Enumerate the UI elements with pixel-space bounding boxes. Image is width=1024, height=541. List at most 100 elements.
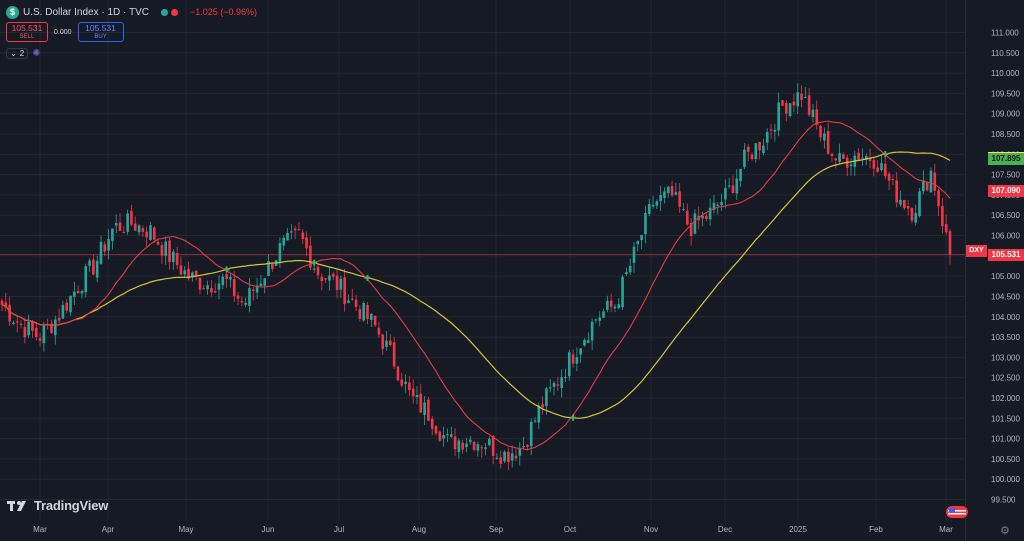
candle-body: [887, 173, 891, 181]
x-tick-label: Jul: [334, 525, 344, 534]
status-dots: [160, 8, 178, 16]
candle-body: [194, 270, 198, 277]
indicator-settings-icon[interactable]: ✺: [32, 48, 41, 59]
candle-body: [560, 377, 563, 389]
candle-body: [571, 354, 575, 364]
candle-body: [724, 188, 727, 200]
candle-body: [347, 300, 350, 303]
candle-body: [354, 299, 358, 307]
candle-body: [335, 275, 339, 290]
candle-body: [164, 241, 168, 256]
candle-body: [529, 421, 533, 447]
x-tick-label: Feb: [869, 525, 883, 534]
candle-body: [57, 317, 61, 321]
candle-body: [503, 451, 506, 462]
price-tag: 105.531: [988, 248, 1024, 261]
candle-body: [796, 92, 800, 107]
candle-body: [693, 213, 697, 234]
candle-body: [743, 149, 746, 168]
candle-body: [899, 199, 902, 205]
candle-body: [12, 322, 15, 325]
candle-body: [731, 185, 735, 194]
candle-body: [316, 266, 320, 276]
candle-body: [179, 265, 183, 275]
symbol-header[interactable]: $ U.S. Dollar Index · 1D · TVC −1.025 (−…: [6, 5, 257, 19]
candle-body: [183, 270, 187, 275]
candle-body: [137, 225, 141, 233]
candle-body: [468, 439, 472, 442]
candle-body: [880, 163, 883, 171]
candle-body: [807, 95, 811, 115]
indicators-collapse-button[interactable]: ⌄ 2: [6, 48, 29, 59]
candle-body: [564, 376, 567, 378]
y-tick-label: 110.500: [991, 49, 1020, 58]
market-open-dot-icon: [160, 8, 168, 16]
candle-body: [575, 357, 579, 364]
y-tick-label: 109.500: [991, 89, 1020, 98]
candle-body: [331, 273, 335, 277]
candle-body: [160, 245, 164, 256]
candle-body: [92, 259, 95, 275]
x-tick-label: Mar: [939, 525, 953, 534]
candle-body: [328, 275, 331, 281]
candle-body: [457, 440, 461, 453]
crossover-marker: [882, 151, 889, 158]
candle-body: [210, 288, 213, 293]
candle-body: [644, 212, 647, 235]
candle-body: [404, 381, 407, 384]
candle-body: [54, 319, 57, 336]
candle-body: [236, 295, 240, 299]
candle-body: [23, 327, 27, 338]
candle-body: [114, 222, 118, 226]
x-tick-label: Jun: [262, 525, 275, 534]
candle-body: [248, 288, 251, 306]
candle-body: [804, 96, 807, 98]
y-axis-ticks: 111.000 110.500 110.000 109.500 109.000 108.5…: [991, 29, 1020, 505]
candle-body: [537, 405, 541, 423]
candle-body: [689, 223, 693, 237]
symbol-title[interactable]: U.S. Dollar Index · 1D · TVC: [23, 6, 149, 18]
candle-body: [225, 274, 228, 279]
us-flag-icon[interactable]: [946, 506, 968, 518]
x-tick-label: Sep: [489, 525, 504, 534]
candle-body: [297, 229, 301, 231]
candle-body: [271, 264, 274, 269]
candle-body: [213, 291, 217, 293]
candle-body: [659, 195, 662, 202]
price-axis-separator: [965, 0, 966, 541]
candle-body: [895, 180, 898, 203]
candle-body: [587, 340, 590, 343]
indicators-toggle[interactable]: ⌄ 2 ✺: [6, 48, 41, 59]
y-tick-label: 106.000: [991, 232, 1020, 241]
candle-body: [868, 157, 872, 161]
brand-name: TradingView: [34, 498, 109, 513]
candle-body: [38, 338, 42, 341]
candle-body: [701, 215, 704, 219]
candle-body: [522, 446, 525, 448]
candle-body: [514, 455, 518, 459]
candle-body: [784, 103, 788, 114]
candle-body: [400, 379, 404, 386]
sell-price: 105.531: [11, 23, 43, 33]
slow-moving-average: [1, 151, 951, 419]
candle-body: [925, 182, 929, 191]
candle-body: [446, 434, 449, 436]
candle-body: [567, 352, 571, 377]
candle-body: [408, 382, 411, 391]
candle-body: [88, 260, 91, 266]
candle-body: [366, 304, 369, 320]
candle-body: [251, 289, 255, 291]
candle-body: [849, 164, 853, 167]
y-tick-label: 105.000: [991, 272, 1020, 281]
candle-body: [453, 436, 457, 450]
candle-body: [826, 131, 830, 154]
buy-button[interactable]: 105.531 BUY: [77, 22, 124, 42]
chart-settings-icon[interactable]: ⚙: [1000, 525, 1010, 537]
candle-body: [861, 157, 864, 159]
candle-body: [636, 241, 640, 245]
candle-body: [484, 447, 487, 449]
candle-body: [933, 172, 937, 191]
y-tick-label: 106.500: [991, 211, 1020, 220]
sell-button[interactable]: 105.531 SELL: [6, 22, 48, 42]
